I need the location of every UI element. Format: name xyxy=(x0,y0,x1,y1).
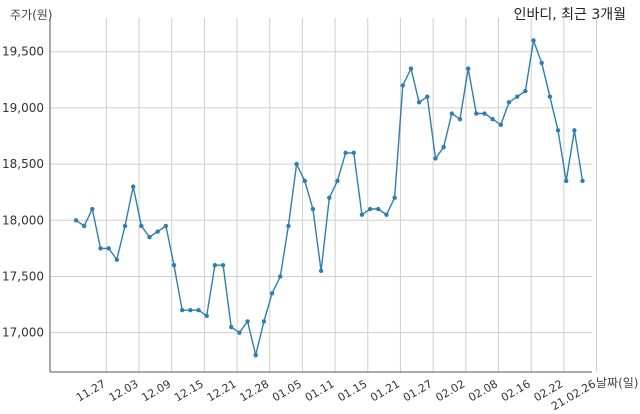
data-point xyxy=(81,223,87,229)
data-point xyxy=(384,212,389,217)
data-point xyxy=(220,263,226,268)
x-tick-label: 11.27 xyxy=(74,377,108,404)
data-point xyxy=(564,178,569,184)
y-tick-label: 19,000 xyxy=(2,101,44,115)
data-point xyxy=(498,122,504,127)
chart-title: 인바디, 최근 3개월 xyxy=(513,7,626,23)
data-point xyxy=(400,83,405,88)
data-point xyxy=(425,94,430,99)
data-point xyxy=(482,111,487,116)
data-point xyxy=(555,128,561,133)
data-point xyxy=(278,274,283,279)
data-point xyxy=(506,100,512,105)
data-point xyxy=(327,195,332,201)
y-tick-label: 18,500 xyxy=(2,157,44,171)
x-tick-label: 01.15 xyxy=(336,377,370,404)
x-tick-label: 02.02 xyxy=(434,377,468,404)
x-tick-label: 01.27 xyxy=(401,377,435,404)
data-point xyxy=(286,223,291,229)
data-point xyxy=(180,307,185,313)
data-point xyxy=(547,94,553,99)
data-point xyxy=(130,184,136,189)
data-point xyxy=(376,206,381,212)
data-point xyxy=(465,66,471,71)
data-point xyxy=(539,60,544,66)
x-tick-label: 12.21 xyxy=(205,377,239,404)
y-tick-label: 17,500 xyxy=(2,269,44,283)
x-tick-label: 02.16 xyxy=(499,377,533,404)
data-point xyxy=(155,229,160,234)
data-point xyxy=(416,100,422,105)
data-point xyxy=(343,150,348,156)
x-axis-label: 날짜(일) xyxy=(596,376,639,390)
data-point xyxy=(580,178,585,184)
data-point xyxy=(474,111,479,116)
data-point xyxy=(106,246,111,251)
data-point xyxy=(196,307,201,313)
x-tick-label: 12.15 xyxy=(172,377,206,404)
data-point xyxy=(523,88,528,94)
data-point xyxy=(449,111,455,116)
data-point xyxy=(408,66,414,71)
data-point xyxy=(261,319,267,324)
data-point xyxy=(335,178,340,184)
data-point xyxy=(531,38,536,43)
data-point xyxy=(359,212,365,217)
x-tick-label: 02.08 xyxy=(466,377,500,404)
data-point xyxy=(122,223,128,229)
data-point xyxy=(294,161,299,167)
data-point xyxy=(310,206,316,212)
data-point xyxy=(204,313,209,319)
x-tick-label: 01.21 xyxy=(368,377,402,404)
data-point xyxy=(90,206,95,212)
data-point xyxy=(163,223,169,229)
data-point xyxy=(114,257,120,262)
data-point xyxy=(351,150,356,156)
data-point xyxy=(245,319,250,324)
data-point xyxy=(572,128,577,133)
data-point xyxy=(433,156,438,161)
data-point xyxy=(367,206,373,212)
x-tick-label: 12.09 xyxy=(139,377,173,404)
data-point xyxy=(302,178,307,184)
data-point xyxy=(237,330,242,335)
y-tick-label: 18,000 xyxy=(2,213,44,227)
data-point xyxy=(212,263,218,268)
x-tick-label: 01.11 xyxy=(303,377,337,404)
data-point xyxy=(392,195,397,201)
x-tick-label: 12.03 xyxy=(107,377,141,404)
data-point xyxy=(318,268,324,274)
data-point xyxy=(269,291,275,296)
x-tick-label: 12.28 xyxy=(237,377,271,404)
data-point xyxy=(457,116,463,122)
y-tick-label: 19,500 xyxy=(2,45,44,59)
x-tick-label: 01.05 xyxy=(270,377,304,404)
data-point xyxy=(98,246,103,251)
data-point xyxy=(73,218,79,223)
data-point xyxy=(188,307,193,313)
data-point xyxy=(441,145,446,150)
data-point xyxy=(514,94,520,99)
data-point xyxy=(253,352,258,358)
data-point xyxy=(171,263,177,268)
data-point xyxy=(490,116,495,122)
y-axis-label: 주가(원) xyxy=(10,8,53,22)
data-point xyxy=(229,324,234,330)
y-tick-label: 17,000 xyxy=(2,326,44,340)
data-point xyxy=(139,223,144,229)
data-point xyxy=(147,234,152,240)
